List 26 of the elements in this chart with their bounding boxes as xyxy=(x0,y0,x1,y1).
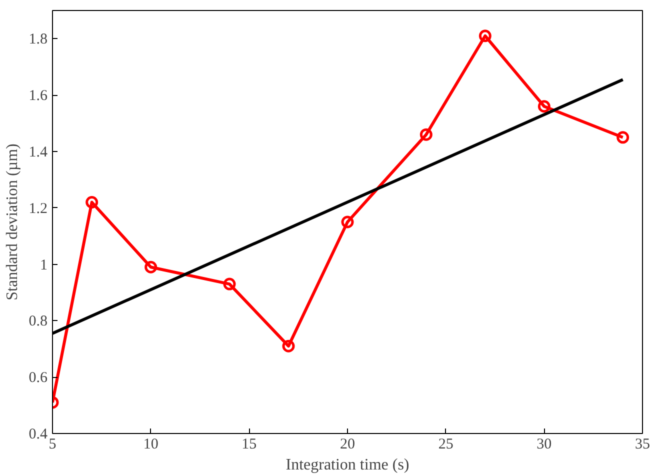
point xyxy=(478,30,492,42)
point xyxy=(144,260,158,274)
x-tick-label: 25 xyxy=(438,436,454,452)
point xyxy=(341,216,354,228)
point xyxy=(223,278,236,290)
point xyxy=(616,131,630,144)
x-tick-label: 5 xyxy=(48,436,56,452)
x-tick-label: 20 xyxy=(340,436,355,452)
y-tick-label: 1.6 xyxy=(28,88,48,104)
y-axis-title: Standard deviation (µm) xyxy=(4,144,21,300)
point xyxy=(420,128,432,141)
x-tick-label: 35 xyxy=(635,436,650,452)
x-tick-label: 30 xyxy=(536,436,552,452)
point xyxy=(282,340,295,352)
x-axis-title: Integration time (s) xyxy=(286,456,410,474)
y-tick-label: 0.4 xyxy=(28,426,48,442)
point xyxy=(538,100,550,113)
y-tick-label: 1.8 xyxy=(28,32,48,48)
y-tick-label: 0.8 xyxy=(28,314,48,330)
y-tick-label: 1.2 xyxy=(28,200,48,217)
y-tick-label: 1 xyxy=(40,257,48,274)
x-tick-label: 10 xyxy=(143,436,158,452)
y-tick-label: 0.6 xyxy=(28,370,48,386)
x-tick-label: 15 xyxy=(242,436,257,452)
point xyxy=(86,196,98,208)
y-tick-label: 1.4 xyxy=(28,144,48,160)
